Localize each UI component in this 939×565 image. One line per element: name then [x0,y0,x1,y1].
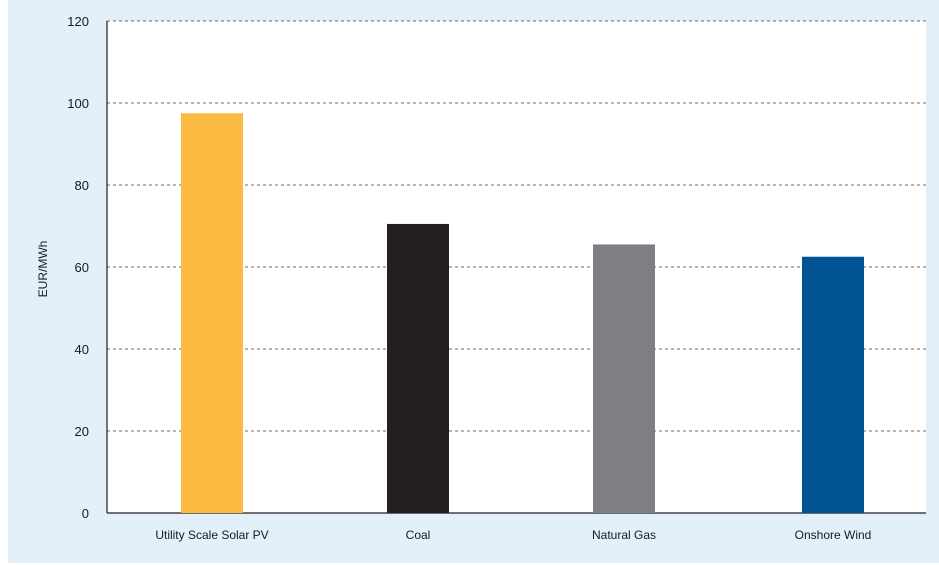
y-axis-ticks: 0 20 40 60 80 100 120 [67,14,89,521]
y-tick-label: 80 [75,178,89,193]
x-tick-label: Utility Scale Solar PV [155,528,268,542]
x-tick-label: Coal [406,528,431,542]
y-tick-label: 60 [75,260,89,275]
bar-coal [387,223,449,513]
y-axis-title: EUR/MWh [36,241,50,298]
x-tick-label: Natural Gas [592,528,656,542]
bar-utility-scale-solar-pv [181,113,243,513]
y-tick-label: 100 [67,96,89,111]
y-tick-label: 0 [82,506,89,521]
gridlines [107,20,926,514]
bar-onshore-wind [802,256,864,513]
y-tick-label: 40 [75,342,89,357]
y-tick-label: 120 [67,14,89,29]
x-tick-label: Onshore Wind [795,528,872,542]
bars [181,113,864,513]
x-axis-labels: Utility Scale Solar PV Coal Natural Gas Ons… [155,528,871,542]
y-tick-label: 20 [75,424,89,439]
bar-natural-gas [593,244,655,513]
